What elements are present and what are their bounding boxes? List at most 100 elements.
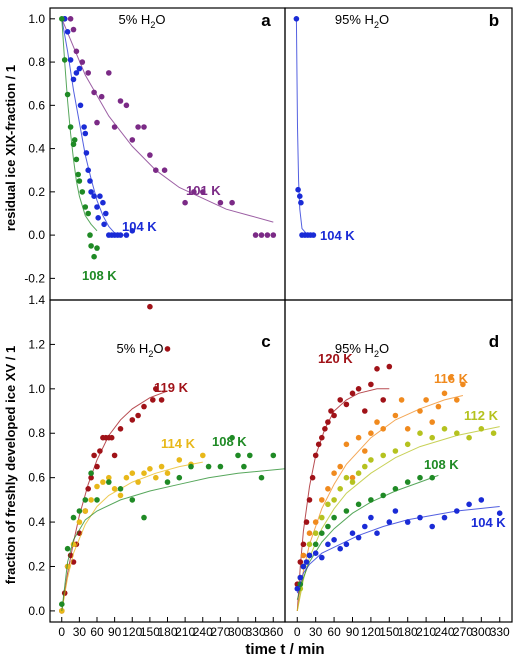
data-point: [429, 474, 436, 481]
data-point: [297, 193, 303, 199]
data-point: [85, 70, 91, 76]
data-point: [435, 403, 442, 410]
data-point: [129, 497, 136, 503]
data-point: [404, 441, 411, 448]
data-point: [343, 474, 350, 481]
data-point: [454, 397, 460, 403]
data-point: [150, 397, 156, 403]
data-point: [141, 403, 147, 410]
data-point: [123, 102, 130, 109]
data-point: [101, 221, 107, 228]
data-point: [441, 426, 448, 432]
data-point: [270, 452, 277, 459]
x-tick-label: 240: [434, 625, 454, 639]
data-point: [87, 178, 93, 184]
data-point: [106, 70, 112, 76]
data-point: [368, 457, 374, 463]
data-point: [79, 189, 86, 195]
data-point: [306, 497, 313, 503]
data-point: [392, 508, 399, 514]
data-point: [85, 210, 91, 217]
data-point: [386, 363, 393, 370]
y-tick-label: 1.0: [28, 382, 45, 396]
data-point: [76, 65, 83, 72]
data-point: [331, 514, 337, 521]
data-point: [73, 48, 80, 55]
data-point: [325, 523, 331, 530]
condition-label-c: 5% H2O: [117, 341, 164, 359]
data-point: [362, 408, 368, 414]
data-point: [141, 470, 147, 477]
data-point: [94, 245, 100, 251]
data-point: [349, 530, 356, 536]
data-point: [117, 426, 124, 432]
series-a-104k: 104 K: [61, 15, 157, 238]
data-point: [380, 492, 387, 499]
data-point: [153, 167, 159, 173]
data-point: [417, 430, 423, 437]
data-point: [205, 463, 212, 470]
data-point: [355, 534, 362, 541]
data-point: [135, 479, 141, 485]
data-point: [374, 366, 380, 372]
data-point: [312, 541, 319, 548]
y-tick-label: 0.6: [28, 471, 45, 485]
data-point: [87, 232, 93, 238]
series-d-104k: 104 K: [294, 497, 506, 594]
data-point: [79, 59, 86, 65]
series-label: 116 K: [434, 371, 469, 386]
data-point: [129, 228, 136, 234]
data-point: [374, 419, 380, 425]
y-tick-label: 0.8: [28, 426, 45, 440]
series-c-114k: 114 K: [59, 436, 206, 614]
data-point: [392, 448, 399, 454]
data-point: [141, 124, 147, 130]
data-point: [368, 514, 374, 521]
data-point: [64, 545, 71, 552]
data-point: [319, 514, 325, 521]
series-label: 104 K: [320, 228, 355, 243]
data-point: [337, 486, 344, 492]
data-point: [454, 508, 460, 514]
y-tick-label: 1.2: [28, 337, 45, 351]
data-point: [355, 501, 362, 508]
data-point: [94, 483, 100, 490]
data-point: [298, 199, 304, 206]
y-tick-label: 0.0: [28, 228, 45, 242]
fit-curve: [296, 426, 500, 611]
data-point: [349, 479, 356, 485]
fit-curve: [61, 461, 203, 611]
data-point: [94, 463, 100, 470]
data-point: [176, 474, 183, 481]
data-point: [404, 426, 411, 432]
y-tick-label: 0.8: [28, 55, 45, 69]
data-point: [252, 232, 259, 238]
data-point: [312, 530, 319, 536]
x-tick-label: 330: [490, 625, 510, 639]
data-point: [91, 193, 97, 199]
data-point: [447, 374, 454, 381]
y-tick-label: 0.0: [28, 604, 45, 618]
data-point: [147, 466, 153, 472]
data-point: [319, 554, 325, 561]
data-point: [325, 486, 331, 492]
data-point: [325, 541, 331, 548]
data-point: [123, 232, 130, 238]
data-point: [306, 552, 313, 559]
x-tick-label: 150: [379, 625, 399, 639]
data-point: [82, 204, 89, 210]
data-point: [398, 397, 405, 403]
data-point: [392, 486, 399, 492]
x-tick-label: 300: [228, 625, 248, 639]
data-point: [164, 470, 171, 477]
data-point: [76, 508, 83, 514]
series-d-116k: 116 K: [296, 371, 469, 611]
data-point: [59, 15, 65, 22]
data-point: [306, 530, 313, 536]
series-label: 108 K: [212, 434, 247, 449]
x-tick-label: 0: [294, 625, 301, 639]
data-point: [490, 430, 497, 437]
data-point: [217, 463, 224, 470]
y-tick-label: 0.2: [28, 185, 45, 199]
data-point: [417, 514, 423, 521]
